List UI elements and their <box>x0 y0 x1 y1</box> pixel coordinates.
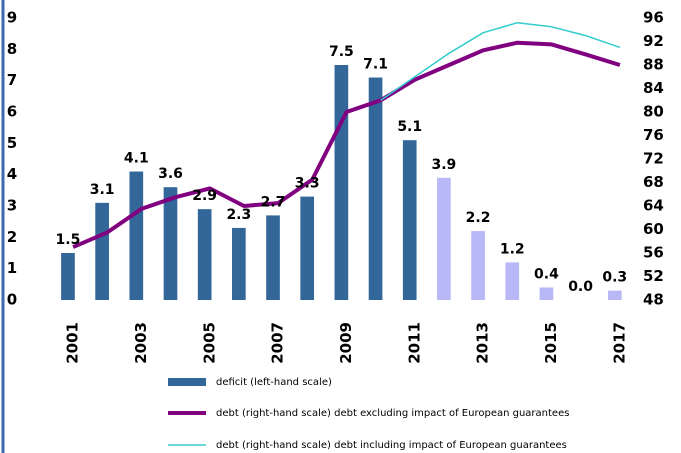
y2-tick-label: 84 <box>643 79 664 97</box>
bar <box>368 77 383 301</box>
y2-tick-label: 60 <box>643 220 664 238</box>
bar <box>402 140 417 300</box>
data-label: 2.3 <box>226 207 251 223</box>
y2-tick-label: 76 <box>643 126 664 144</box>
y2-tick-label: 92 <box>643 32 664 50</box>
y2-tick-label: 88 <box>643 56 664 74</box>
x-tick-label: 2003 <box>132 322 150 364</box>
bar <box>266 215 280 300</box>
bar <box>197 209 212 300</box>
y-tick-label: 9 <box>7 9 17 27</box>
data-label: 2.2 <box>466 210 491 226</box>
line <box>380 21 621 101</box>
line <box>72 40 621 249</box>
y2-tick-label: 72 <box>643 150 664 168</box>
bar <box>300 196 315 300</box>
x-tick-label: 2011 <box>405 322 423 364</box>
data-label: 1.5 <box>56 232 81 248</box>
legend-label: debt (right-hand scale) debt including i… <box>216 440 567 451</box>
data-label: 3.6 <box>158 166 183 182</box>
data-label: 0.3 <box>602 270 627 286</box>
y-tick-label: 8 <box>7 40 17 58</box>
data-label: 3.1 <box>90 182 115 198</box>
bar <box>437 177 451 300</box>
bar <box>471 231 485 300</box>
data-label: 0.0 <box>568 279 593 295</box>
y-tick-label: 6 <box>7 103 17 121</box>
y2-tick-label: 64 <box>643 197 664 215</box>
x-tick-label: 2013 <box>474 322 492 364</box>
x-tick-label: 2001 <box>64 322 82 364</box>
data-label: 4.1 <box>124 151 149 167</box>
bar <box>163 187 178 300</box>
legend-label: debt (right-hand scale) debt excluding i… <box>216 408 569 419</box>
bar <box>607 290 622 300</box>
y-tick-label: 0 <box>7 291 17 309</box>
legend-label: deficit (left-hand scale) <box>216 377 332 388</box>
bar <box>61 253 75 300</box>
bar <box>129 171 144 300</box>
y2-tick-label: 48 <box>643 291 664 309</box>
data-label: 1.2 <box>500 241 525 257</box>
y-tick-label: 3 <box>7 197 17 215</box>
y-tick-label: 5 <box>7 134 17 152</box>
x-tick-label: 2005 <box>200 322 218 364</box>
x-tick-label: 2017 <box>610 322 628 364</box>
data-label: 2.7 <box>261 194 286 210</box>
y2-tick-label: 80 <box>643 103 664 121</box>
y-tick-label: 4 <box>7 165 17 183</box>
bar <box>505 262 520 300</box>
y-tick-label: 1 <box>7 259 17 277</box>
data-label: 5.1 <box>397 119 422 135</box>
y2-tick-label: 96 <box>643 9 664 27</box>
legend-swatch <box>168 378 206 386</box>
y2-tick-label: 56 <box>643 244 664 262</box>
y-tick-label: 7 <box>7 71 17 89</box>
bar <box>334 65 349 300</box>
data-label: 3.3 <box>295 176 320 192</box>
x-tick-label: 2009 <box>337 322 355 364</box>
data-label: 0.4 <box>534 266 559 282</box>
bar <box>232 227 246 300</box>
x-tick-label: 2007 <box>269 322 287 364</box>
bar <box>95 202 109 300</box>
data-label: 2.9 <box>192 188 217 204</box>
y2-tick-label: 68 <box>643 173 664 191</box>
data-label: 7.5 <box>329 44 354 60</box>
data-label: 7.1 <box>363 57 388 73</box>
data-label: 3.9 <box>431 157 456 173</box>
y2-tick-label: 52 <box>643 267 664 285</box>
bar <box>539 287 554 300</box>
y-tick-label: 2 <box>7 228 17 246</box>
x-tick-label: 2015 <box>542 322 560 364</box>
